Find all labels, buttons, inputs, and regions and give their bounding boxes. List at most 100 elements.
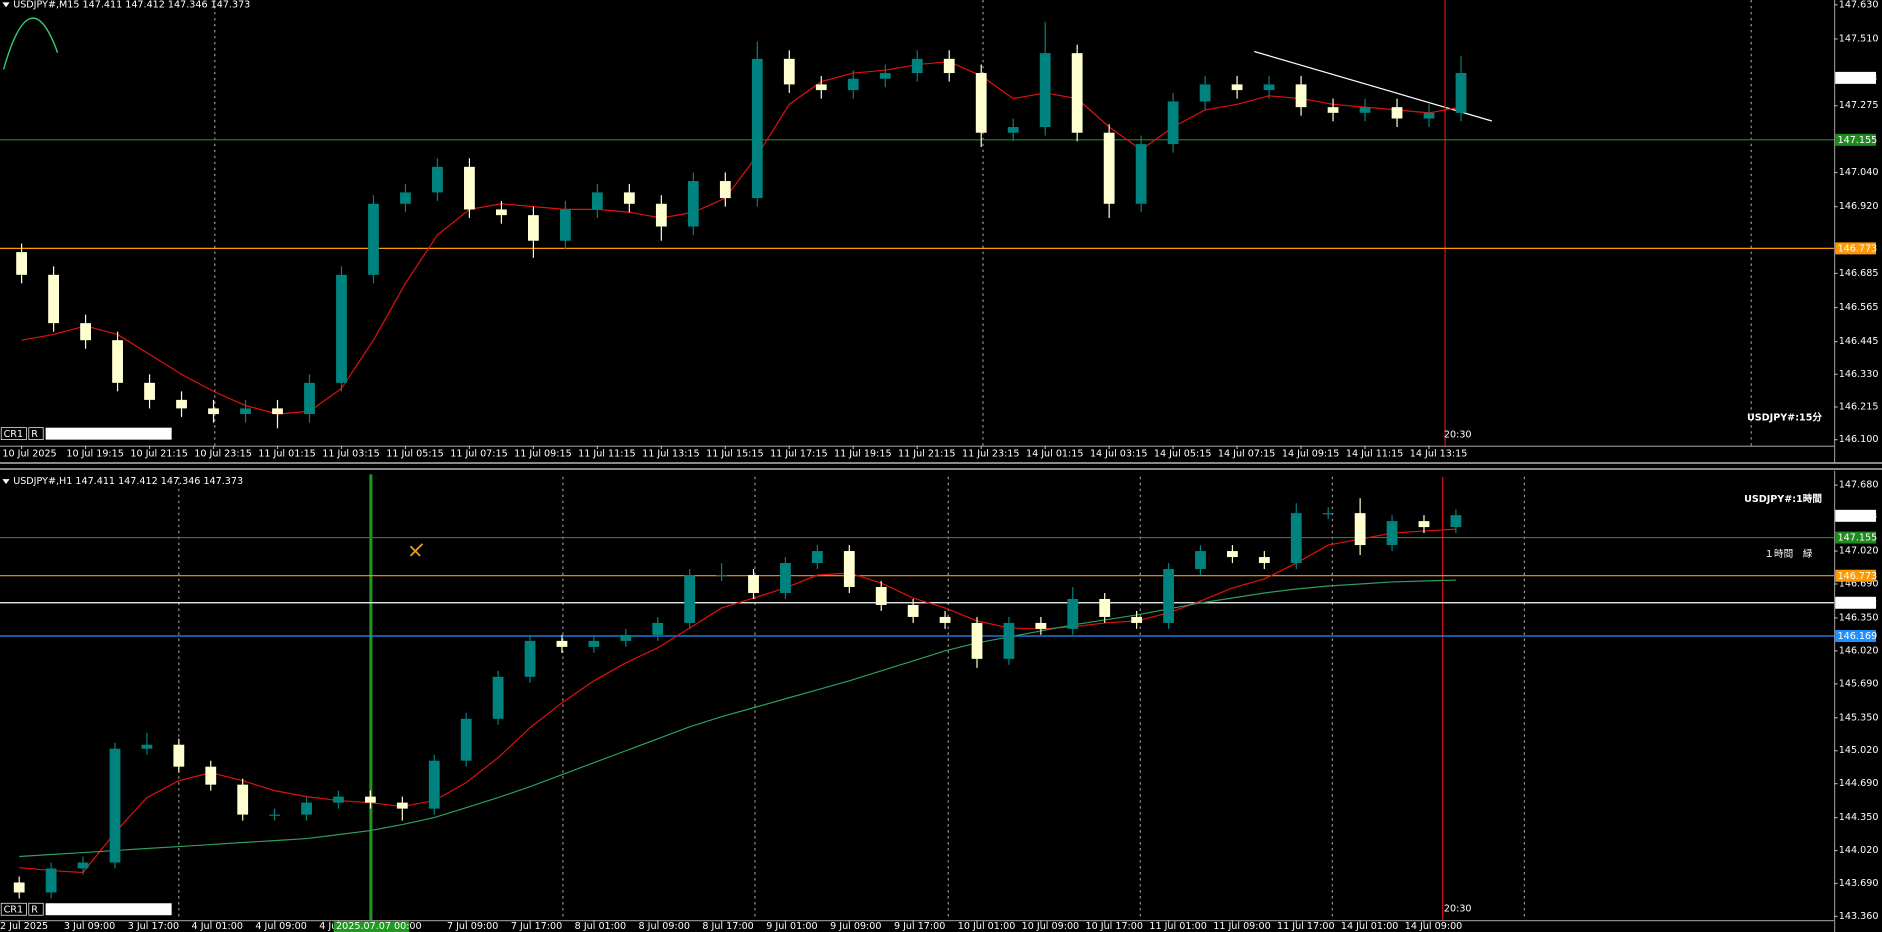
y-tick-label: 144.020 (1839, 845, 1879, 856)
y-tick-label: 147.040 (1839, 167, 1879, 178)
y-tick-label: 146.445 (1839, 336, 1879, 347)
x-tick-label: 4 Jul (319, 921, 340, 932)
price-level-label: 147.373 (1838, 511, 1878, 522)
candle-body (911, 58, 923, 74)
x-tick-label: 4 Jul 01:00 (192, 921, 243, 932)
price-level-box (1835, 71, 1876, 84)
candle-body (1067, 598, 1079, 629)
cursor-time: 2025.07.14 16:00 (49, 904, 135, 915)
candle-body (716, 575, 727, 577)
y-tick-label: 146.330 (1839, 369, 1879, 380)
candle-body (556, 640, 568, 647)
x-tick-label: 14 Jul 07:15 (1218, 449, 1275, 460)
candle-body (1199, 84, 1211, 102)
y-tick-label: 146.685 (1839, 268, 1879, 279)
x-tick-label: 7 Jul 09:00 (447, 921, 498, 932)
note: １時間 緑 (1764, 548, 1812, 560)
cursor-time: 2025.07.14 15:15 (49, 429, 135, 440)
candle-body (80, 323, 91, 341)
pencil-stroke (409, 545, 421, 557)
price-level-box (1835, 133, 1876, 146)
x-tick-label: 8 Jul 09:00 (639, 921, 690, 932)
x-tick-label: 10 Jul 21:15 (130, 449, 187, 460)
x-tick-label: 11 Jul 09:00 (1213, 921, 1270, 932)
candle-body (45, 868, 57, 893)
x-tick-label: 14 Jul 09:00 (1405, 921, 1462, 932)
candle-body (144, 382, 155, 400)
candle-body (843, 551, 855, 587)
candle-body (13, 882, 25, 893)
candle-body (1290, 513, 1302, 564)
price-level-label: 147.155 (1838, 135, 1878, 146)
x-tick-label: 10 Jul 19:15 (66, 449, 123, 460)
cursor-time-box (45, 427, 172, 440)
y-tick-label: 144.350 (1839, 812, 1879, 823)
cursor-tag-box (28, 902, 44, 916)
moving-average (19, 579, 1456, 858)
x-tick-label: 8 Jul 17:00 (702, 921, 753, 932)
y-tick-label: 146.350 (1839, 612, 1879, 623)
y-tick-label: 146.920 (1839, 201, 1879, 212)
candle-body (428, 760, 440, 809)
x-tick-label: 4 Jul 09:00 (255, 921, 306, 932)
y-tick-label: 146.215 (1839, 401, 1879, 412)
candle-body (1003, 622, 1015, 659)
cursor-tag-box (0, 902, 27, 916)
candle-body (237, 784, 249, 815)
separator (0, 462, 1882, 471)
candle-body (109, 748, 121, 863)
y-tick-label: 145.690 (1839, 678, 1879, 689)
candle-body (943, 58, 955, 74)
candle-body (1167, 101, 1179, 145)
x-tick-label: 11 Jul 17:00 (1277, 921, 1334, 932)
candle-body (559, 209, 571, 241)
x-tick-label: 9 Jul 01:00 (766, 921, 817, 932)
x-tick-label: 11 Jul 09:15 (514, 449, 571, 460)
candle-body (1295, 84, 1307, 108)
y-tick-label: 144.690 (1839, 778, 1879, 789)
menu-arrow[interactable] (2, 2, 10, 8)
cursor-tag: R (31, 904, 38, 915)
candle-body (1455, 73, 1467, 113)
candle-body (1039, 53, 1051, 128)
candle-body (1007, 127, 1019, 133)
candle-body (783, 58, 795, 85)
x-tick-label: 11 Jul 01:15 (258, 449, 315, 460)
menu-arrow[interactable] (2, 479, 10, 484)
candle-body (77, 862, 89, 869)
cursor-x-label: 2025.07.07 00:00 (336, 921, 422, 932)
x-tick-label: 14 Jul 03:15 (1090, 449, 1147, 460)
cursor-tag-box (0, 427, 27, 441)
candle-body (432, 166, 443, 193)
candle-body (112, 340, 123, 383)
price-level-label: 147.373 (1838, 73, 1878, 84)
candle-body (492, 676, 504, 719)
x-tick-label: 11 Jul 05:15 (386, 449, 443, 460)
candle-body (16, 252, 28, 275)
candle-body (524, 640, 536, 677)
x-tick-label: 11 Jul 19:15 (834, 449, 891, 460)
cursor-time-box (45, 903, 172, 916)
candle-body (304, 382, 315, 415)
candle-body (1327, 107, 1339, 113)
candle-body (333, 796, 344, 803)
x-tick-label: 3 Jul 09:00 (64, 921, 115, 932)
price-level-label: 146.169 (1838, 631, 1878, 642)
pencil-stroke (409, 543, 424, 557)
candle-body (620, 634, 632, 641)
candle-body (687, 181, 699, 227)
cursor-tag: R (31, 429, 38, 440)
candle-body (1195, 551, 1206, 570)
chart-header: USDJPY#,H1 147.411 147.412 147.346 147.3… (13, 476, 243, 487)
x-tick-label: 11 Jul 23:15 (962, 449, 1019, 460)
candle-body (173, 744, 185, 767)
chart2-grid (178, 476, 1525, 921)
candle-body (1418, 521, 1430, 528)
x-tick-label: 9 Jul 09:00 (830, 921, 881, 932)
candle-body (208, 408, 219, 415)
x-tick-label: 14 Jul 05:15 (1154, 449, 1211, 460)
price-level-label: 147.155 (1838, 533, 1878, 544)
price-level-label: 146.502 (1838, 598, 1878, 609)
price-level-box (1835, 531, 1876, 544)
